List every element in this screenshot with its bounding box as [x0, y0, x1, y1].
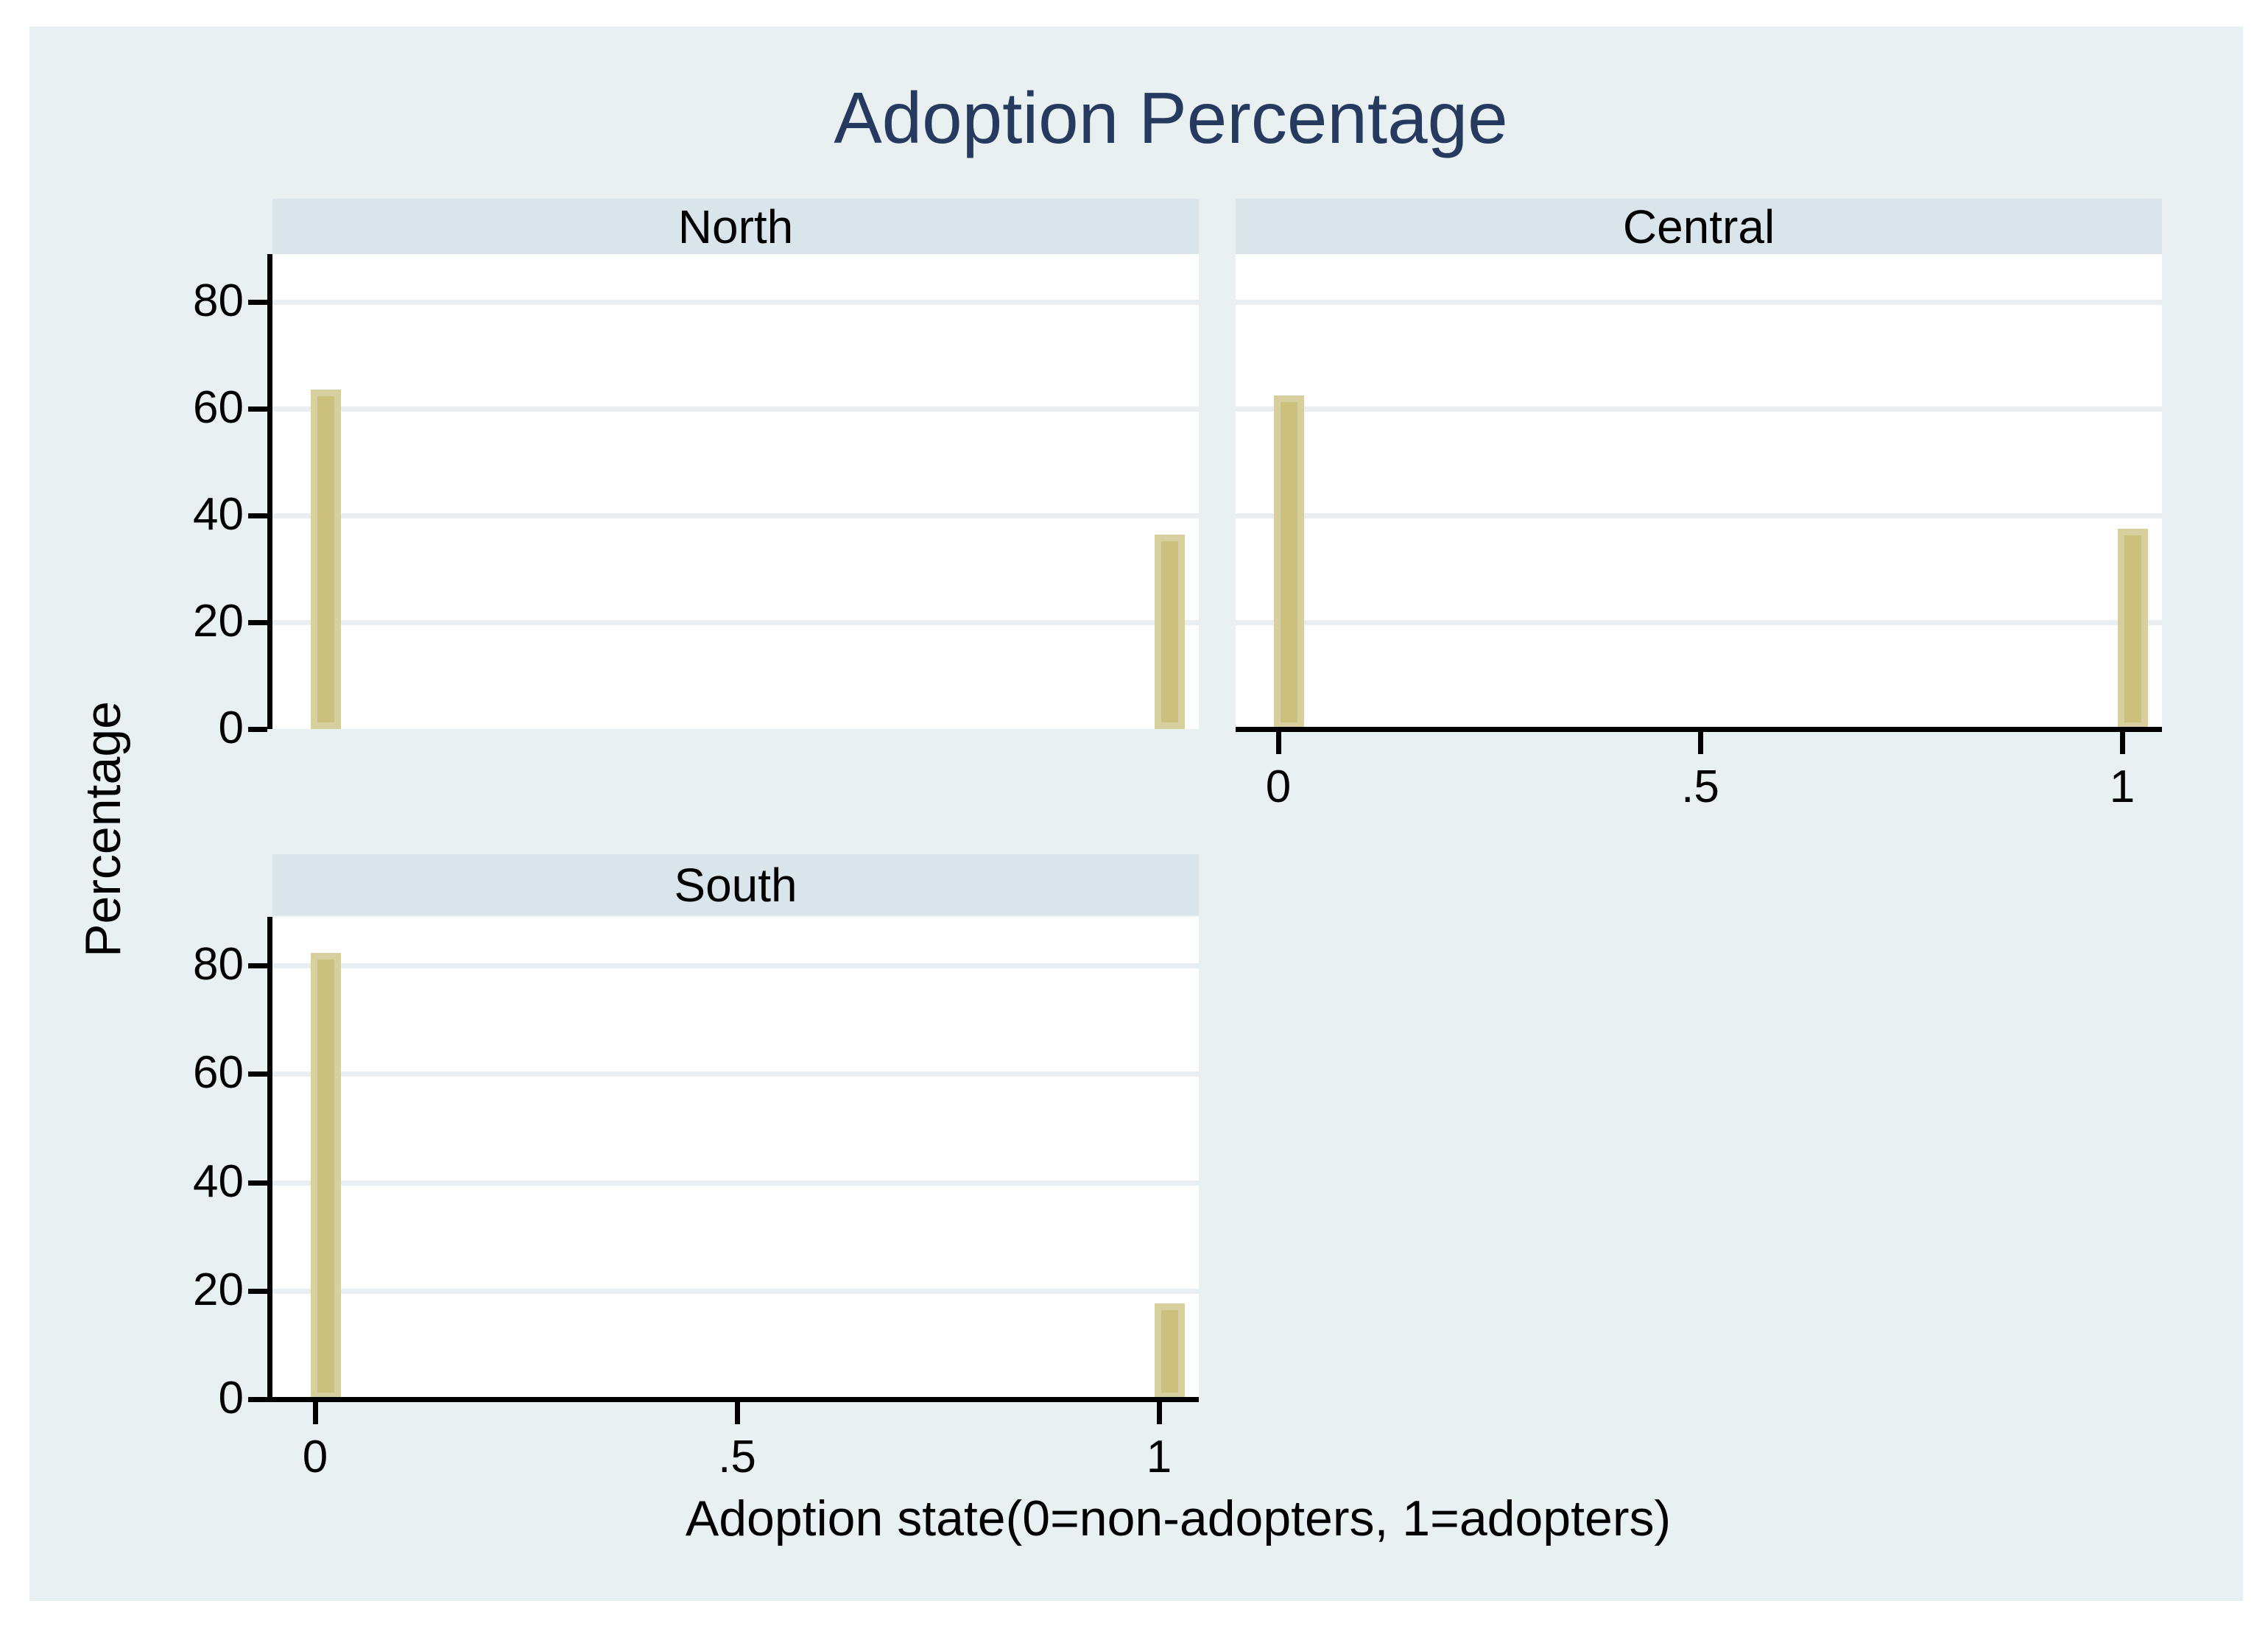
gridline-south-80: [272, 963, 1199, 969]
x-tick-south-1: [1157, 1402, 1162, 1424]
y-tick-label-north-80: 80: [193, 275, 244, 326]
y-axis-title: Percentage: [75, 701, 131, 957]
gridline-south-60: [272, 1071, 1199, 1077]
x-tick-label-south-1: 1: [1146, 1432, 1172, 1482]
bar-north-x0: [311, 390, 341, 729]
y-tick-north-60: [248, 406, 267, 412]
bar-central-x0: [1274, 395, 1304, 729]
y-tick-south-0: [248, 1397, 267, 1402]
chart-title: Adoption Percentage: [834, 77, 1508, 158]
gridline-north-40: [272, 513, 1199, 519]
y-tick-south-40: [248, 1180, 267, 1186]
plot-area-central: [1236, 254, 2162, 729]
x-tick-label-central-0: 0: [1265, 761, 1292, 812]
y-tick-label-south-40: 40: [193, 1155, 244, 1207]
gridline-north-80: [272, 300, 1199, 306]
gridline-central-40: [1236, 513, 2162, 519]
y-axis-line-south: [267, 917, 272, 1399]
gridline-south-20: [272, 1288, 1199, 1294]
gridline-central-20: [1236, 620, 2162, 626]
y-tick-south-80: [248, 963, 267, 969]
y-tick-label-south-60: 60: [193, 1047, 244, 1099]
x-tick-central-1: [2120, 732, 2125, 754]
bar-north-x1: [1155, 535, 1185, 729]
y-tick-north-20: [248, 620, 267, 626]
gridline-central-80: [1236, 300, 2162, 306]
x-tick-label-central-.5: .5: [1681, 761, 1719, 812]
panel-header-south: South: [272, 854, 1199, 915]
x-tick-central-0: [1276, 732, 1281, 754]
x-tick-label-south-0: 0: [302, 1432, 328, 1482]
x-axis-title: Adoption state(0=non-adopters, 1=adopter…: [685, 1490, 1672, 1546]
y-tick-label-north-20: 20: [193, 595, 244, 647]
plot-area-south: [272, 917, 1199, 1399]
y-tick-label-north-60: 60: [193, 381, 244, 433]
y-tick-south-20: [248, 1288, 267, 1294]
gridline-central-60: [1236, 406, 2162, 412]
panel-header-central: Central: [1236, 199, 2162, 254]
x-tick-label-south-.5: .5: [718, 1432, 756, 1482]
x-tick-south-.5: [735, 1402, 740, 1424]
panel-header-north: North: [272, 199, 1199, 254]
y-axis-line-north: [267, 254, 272, 729]
y-tick-label-south-20: 20: [193, 1264, 244, 1315]
x-axis-line-central: [1236, 727, 2162, 732]
x-tick-label-central-1: 1: [2109, 761, 2135, 812]
y-tick-label-north-40: 40: [193, 488, 244, 540]
x-tick-south-0: [313, 1402, 318, 1424]
y-tick-north-40: [248, 513, 267, 519]
y-tick-north-0: [248, 727, 267, 732]
gridline-north-20: [272, 620, 1199, 626]
y-tick-south-60: [248, 1071, 267, 1077]
y-tick-label-north-0: 0: [218, 702, 244, 753]
bar-south-x0: [311, 952, 341, 1399]
gridline-south-40: [272, 1180, 1199, 1186]
bar-central-x1: [2118, 529, 2148, 729]
y-tick-label-south-0: 0: [218, 1372, 244, 1423]
y-tick-label-south-80: 80: [193, 938, 244, 990]
bar-south-x1: [1155, 1303, 1185, 1399]
x-axis-line-south: [267, 1397, 1199, 1402]
x-tick-central-.5: [1698, 732, 1703, 754]
gridline-north-60: [272, 406, 1199, 412]
y-tick-north-80: [248, 300, 267, 306]
plot-area-north: [272, 254, 1199, 729]
